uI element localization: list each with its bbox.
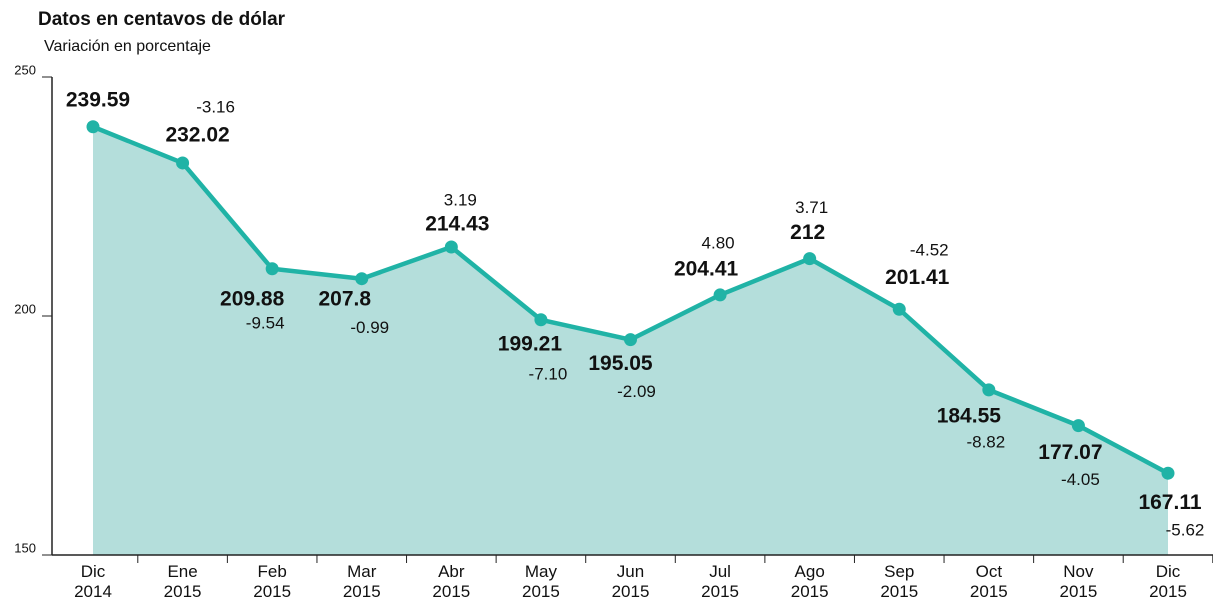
- x-tick-label: Feb 2015: [253, 562, 292, 601]
- change-label: -9.54: [246, 313, 285, 332]
- value-label: 204.41: [674, 257, 739, 280]
- x-tick-label: Ene 2015: [163, 562, 202, 601]
- y-tick-label: 200: [14, 301, 36, 316]
- change-label: -0.99: [350, 318, 389, 337]
- marker: [355, 272, 369, 286]
- marker: [982, 383, 996, 397]
- chart-subtitle: Variación en porcentaje: [44, 38, 211, 55]
- value-label: 177.07: [1038, 441, 1102, 464]
- marker: [534, 313, 548, 327]
- value-label: 184.55: [937, 404, 1002, 427]
- value-label: 239.59: [66, 88, 130, 111]
- x-tick-label: Jul 2015: [701, 562, 739, 601]
- change-label: -5.62: [1166, 521, 1205, 540]
- change-label: -2.09: [617, 382, 656, 401]
- marker: [892, 302, 906, 316]
- value-label: 201.41: [885, 266, 950, 289]
- x-tick-label: Dic 2014: [74, 562, 112, 601]
- change-label: -4.05: [1061, 470, 1100, 489]
- marker: [444, 240, 458, 254]
- marker: [713, 288, 727, 302]
- x-tick-label: May 2015: [521, 562, 560, 601]
- y-tick-label: 150: [14, 540, 36, 555]
- marker: [86, 120, 100, 134]
- value-label: 232.02: [165, 123, 229, 146]
- marker: [176, 156, 190, 170]
- value-label: 214.43: [425, 213, 489, 236]
- value-label: 167.11: [1138, 491, 1201, 514]
- y-tick-label: 250: [14, 62, 36, 77]
- x-tick-label: Jun 2015: [611, 562, 650, 601]
- value-label: 212: [790, 221, 825, 244]
- x-tick-label: Sep 2015: [880, 562, 919, 601]
- x-tick-label: Oct 2015: [969, 562, 1008, 601]
- value-label: 195.05: [588, 352, 653, 375]
- x-tick-label: Mar 2015: [342, 562, 381, 601]
- marker: [265, 262, 279, 276]
- marker: [1161, 466, 1175, 480]
- x-tick-label: Nov 2015: [1059, 562, 1098, 601]
- change-label: -8.82: [966, 432, 1005, 451]
- x-tick-label: Dic 2015: [1149, 562, 1187, 601]
- value-label: 209.88: [220, 287, 285, 310]
- change-label: -4.52: [910, 241, 949, 260]
- change-label: 4.80: [702, 233, 735, 252]
- change-label: 3.71: [795, 198, 828, 217]
- chart-title: Datos en centavos de dólar: [38, 9, 286, 30]
- marker: [624, 333, 637, 347]
- change-label: 3.19: [444, 191, 477, 210]
- value-label: 199.21: [498, 332, 563, 355]
- marker: [1071, 419, 1085, 433]
- change-label: -7.10: [529, 364, 568, 383]
- value-label: 207.8: [318, 287, 371, 310]
- marker: [803, 252, 817, 266]
- x-tick-label: Ago 2015: [790, 562, 829, 601]
- change-label: -3.16: [196, 97, 235, 116]
- x-tick-label: Abr 2015: [432, 562, 471, 601]
